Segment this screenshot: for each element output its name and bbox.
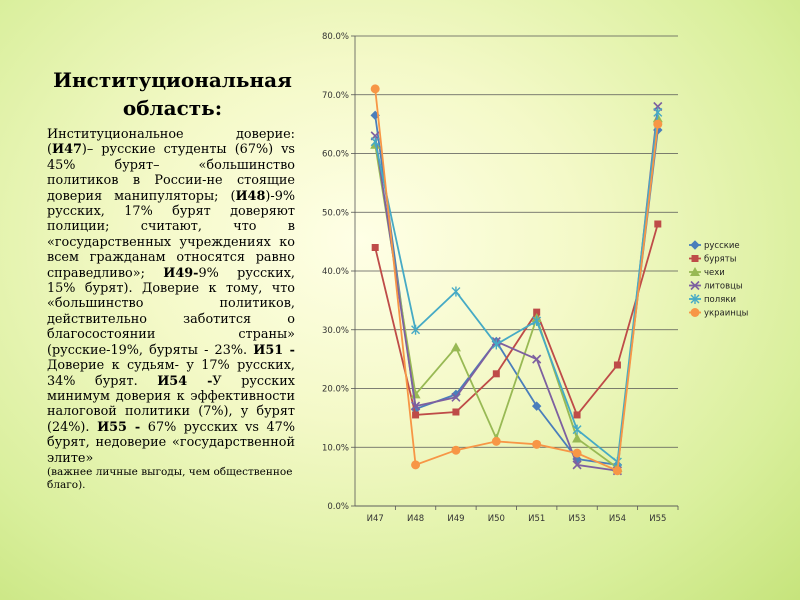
body-text: Институциональное доверие: (И47)– русски… [47, 127, 295, 492]
data-point [653, 107, 663, 118]
series-2 [370, 113, 663, 472]
data-point [612, 466, 622, 476]
x-tick-label: И54 [609, 514, 626, 524]
y-tick-label: 10.0% [322, 443, 349, 453]
text-p1-g: 9% русских, 15% бурят). Доверие к тому, … [47, 265, 295, 358]
data-point [572, 448, 582, 458]
x-tick-label: И47 [367, 514, 384, 524]
legend-label: литовцы [704, 282, 743, 292]
x-tick-label: И50 [488, 514, 505, 524]
data-point [452, 408, 460, 416]
y-tick-label: 50.0% [322, 208, 349, 218]
legend-item: русские [689, 240, 740, 251]
slide-title-line2: область: [122, 96, 223, 120]
data-point [451, 286, 461, 297]
data-point [532, 354, 542, 364]
data-point [654, 220, 662, 228]
legend-marker [690, 294, 700, 304]
text-p1-l: И55 - [97, 419, 141, 435]
text-p1-f: И49- [163, 265, 199, 281]
data-point [451, 445, 461, 455]
text-p1-k: У русских минимум доверия к эффективност… [47, 373, 295, 435]
chart-axes: 0.0% 10.0% 20.0% 30.0% 40.0% 50.0% 60.0% 70.0% 8… [322, 32, 679, 524]
data-point [491, 339, 501, 350]
text-p1-j: И54 - [157, 373, 213, 389]
data-point [371, 244, 379, 251]
legend-label: поляки [704, 295, 736, 305]
x-tick-label: И53 [568, 514, 585, 524]
legend-marker [690, 280, 700, 291]
data-point [573, 411, 581, 419]
data-point [533, 308, 541, 316]
data-point [411, 324, 421, 335]
text-p1-i: Доверие к судьям- у 17% русских, 34% бур… [47, 358, 295, 389]
data-point [532, 439, 542, 449]
series-line [374, 88, 659, 473]
series-1 [371, 220, 662, 419]
legend-label: чехи [704, 268, 725, 278]
y-tick-label: 40.0% [322, 267, 349, 277]
data-point [653, 119, 663, 129]
text-p1-m: 67% русских vs 47% бурят, недоверие «гос… [47, 419, 295, 466]
data-point [370, 136, 380, 147]
y-tick-label: 0.0% [327, 502, 349, 512]
slide-title: Институциональная область: [30, 66, 315, 122]
text-p1-h: И51 - [253, 342, 295, 358]
y-tick-label: 80.0% [322, 32, 349, 42]
data-point [412, 411, 420, 419]
legend-marker [691, 255, 699, 262]
data-point [410, 389, 421, 399]
text-p1-b: И47 [52, 142, 82, 158]
data-point [411, 460, 421, 470]
series-line [374, 112, 659, 464]
data-point [572, 424, 582, 435]
data-point [370, 84, 380, 94]
data-point [410, 401, 421, 411]
x-tick-label: И49 [447, 514, 464, 524]
chart-series [370, 84, 663, 476]
text-p1-e: )-9% русских, 17% бурят доверяют полиции… [47, 188, 295, 281]
legend-label: буряты [704, 255, 736, 265]
data-point [572, 433, 583, 443]
data-point [450, 342, 461, 352]
series-line [374, 106, 659, 472]
y-tick-label: 30.0% [322, 326, 349, 336]
legend-marker [690, 267, 700, 276]
legend-item: чехи [689, 267, 725, 278]
legend-item: украинцы [689, 308, 748, 319]
data-point [613, 361, 621, 369]
x-tick-label: И51 [528, 514, 545, 524]
text-p1-d: И48 [235, 188, 266, 204]
text-p1-n: (важнее личные выгоды, чем общественное … [47, 465, 293, 491]
x-tick-label: И55 [649, 514, 666, 524]
data-point [451, 392, 461, 402]
legend-marker [690, 240, 700, 250]
series-3 [370, 101, 663, 476]
data-point [532, 315, 542, 326]
y-tick-label: 60.0% [322, 150, 349, 160]
series-line [374, 223, 659, 417]
text-p1-c: )– русские студенты (67%) vs 45% бурят– … [47, 142, 295, 204]
series-4 [370, 107, 663, 467]
chart-legend: русские буряты чехи литовцы поляки украинцы [689, 240, 748, 319]
series-line [374, 118, 659, 470]
y-tick-label: 70.0% [322, 91, 349, 101]
legend-item: литовцы [689, 280, 743, 292]
y-tick-label: 20.0% [322, 385, 349, 395]
data-point [531, 401, 542, 411]
legend-label: русские [704, 241, 740, 251]
legend-item: буряты [689, 255, 736, 265]
text-p1-a: Институциональное доверие: ( [47, 127, 295, 158]
legend-label: украинцы [704, 309, 748, 319]
legend-item: поляки [689, 294, 736, 305]
x-tick-label: И48 [407, 514, 424, 524]
data-point [572, 460, 582, 470]
slide-title-line1: Институциональная [53, 68, 292, 92]
legend-marker [690, 308, 700, 317]
series-5 [370, 84, 663, 476]
data-point [491, 436, 501, 446]
data-point [492, 370, 500, 378]
